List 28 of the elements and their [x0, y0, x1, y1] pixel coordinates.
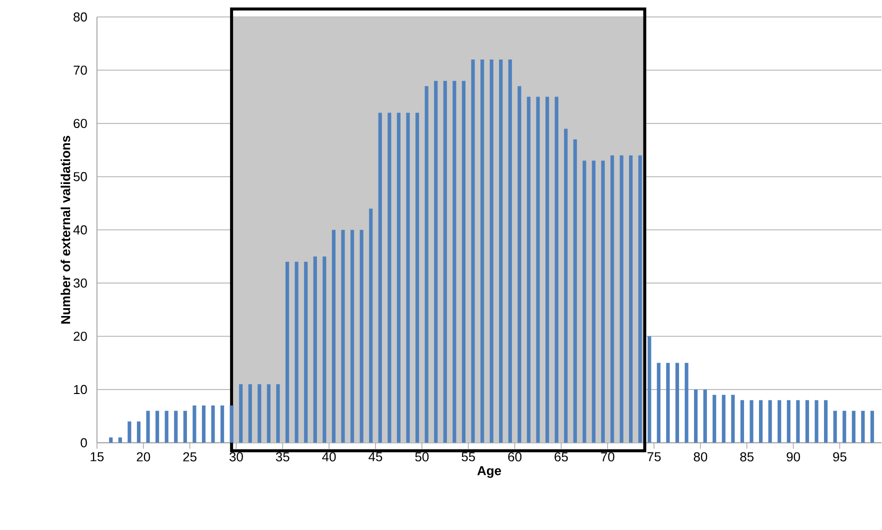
y-tick-label: 30: [74, 278, 87, 288]
y-tick-label: 60: [74, 118, 87, 128]
x-tick-label: 35: [276, 452, 290, 462]
y-tick-label: 10: [74, 385, 87, 394]
x-tick-label: 15: [90, 452, 104, 462]
y-tick-label: 70: [74, 66, 87, 75]
x-tick-label: 65: [554, 452, 568, 462]
x-tick-label: 90: [786, 452, 800, 462]
y-tick-label: 0: [80, 438, 87, 448]
x-tick-label: 95: [833, 452, 846, 462]
x-tick-label: 60: [508, 452, 522, 462]
y-tick-label: 40: [73, 225, 87, 235]
x-tick-label: 55: [462, 452, 475, 462]
x-tick-label: 20: [136, 452, 150, 462]
y-tick-label: 80: [74, 12, 87, 22]
x-tick-label: 30: [230, 452, 243, 462]
x-tick-label: 50: [415, 452, 429, 462]
x-axis-title: Age: [477, 466, 502, 478]
x-tick-label: 80: [694, 452, 708, 462]
y-tick-label: 20: [74, 332, 87, 342]
y-tick-label: 50: [74, 172, 87, 182]
x-tick-label: 75: [648, 452, 661, 462]
x-tick-label: 85: [740, 452, 754, 462]
x-tick-label: 45: [368, 452, 382, 462]
x-tick-label: 25: [183, 452, 196, 462]
x-tick-label: 70: [601, 452, 614, 462]
y-axis-title: Number of external validations: [60, 136, 70, 324]
x-tick-label: 40: [322, 452, 336, 462]
